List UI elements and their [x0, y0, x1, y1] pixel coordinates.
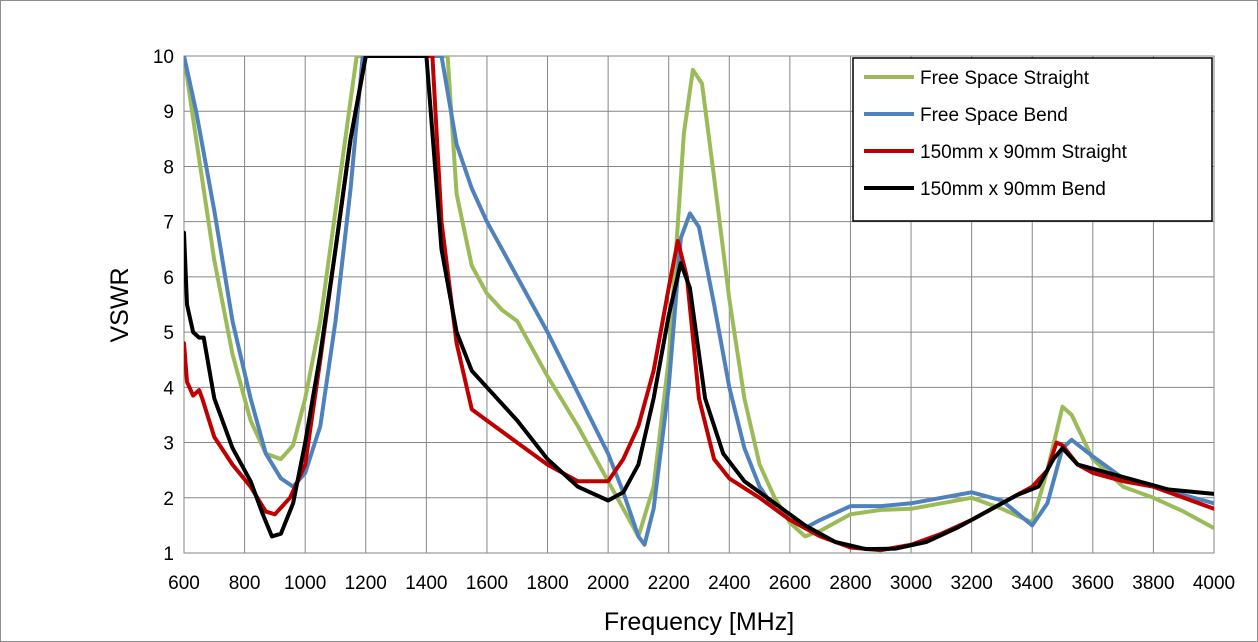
y-tick-label: 3 [163, 434, 174, 455]
legend-label: Free Space Bend [920, 105, 1068, 126]
x-tick-label: 3000 [890, 573, 932, 594]
legend-box [852, 57, 1213, 222]
legend-label: Free Space Straight [920, 68, 1090, 89]
y-tick-label: 10 [153, 47, 174, 68]
x-tick-label: 3200 [951, 573, 993, 594]
x-tick-label: 2200 [648, 573, 690, 594]
y-tick-labels: 1 2 3 4 5 6 7 8 9 10 [153, 47, 175, 565]
series-line-4 [184, 56, 1214, 552]
y-tick-label: 7 [163, 213, 174, 234]
x-tick-label: 600 [168, 573, 200, 594]
series-line-3 [184, 56, 1214, 553]
x-tick-label: 1000 [284, 573, 326, 594]
x-tick-label: 1600 [466, 573, 508, 594]
legend-label: 150mm x 90mm Bend [920, 179, 1106, 200]
x-tick-label: 3800 [1132, 573, 1174, 594]
plot-area-border [183, 55, 1215, 554]
y-tick-label: 4 [163, 378, 174, 399]
x-tick-labels: 600 800 1000 1200 1400 1600 1800 2000 2200 2400 26… [168, 573, 1235, 594]
y-tick-label: 6 [163, 268, 174, 289]
y-tick-label: 8 [163, 157, 174, 178]
x-tick-label: 1800 [526, 573, 568, 594]
x-tick-label: 4000 [1193, 573, 1235, 594]
y-tick-label: 1 [163, 544, 174, 565]
x-axis-title: Frequency [MHz] [604, 608, 794, 636]
y-axis-title: VSWR [106, 268, 134, 343]
legend-label: 150mm x 90mm Straight [920, 142, 1128, 163]
y-tick-label: 2 [163, 489, 174, 510]
x-tick-label: 1200 [345, 573, 387, 594]
y-tick-label: 5 [163, 323, 174, 344]
y-tick-label: 9 [163, 102, 174, 123]
x-tick-label: 3400 [1011, 573, 1053, 594]
x-tick-label: 3600 [1072, 573, 1114, 594]
legend: Free Space Straight Free Space Bend 150mm … [852, 57, 1213, 222]
x-tick-label: 2800 [829, 573, 871, 594]
x-tick-label: 2400 [708, 573, 750, 594]
series-lines [184, 56, 1214, 553]
x-tick-label: 1400 [405, 573, 447, 594]
x-tick-label: 2000 [587, 573, 629, 594]
x-tick-label: 2600 [769, 573, 811, 594]
series-line-2 [184, 56, 1214, 547]
x-tick-label: 800 [229, 573, 261, 594]
